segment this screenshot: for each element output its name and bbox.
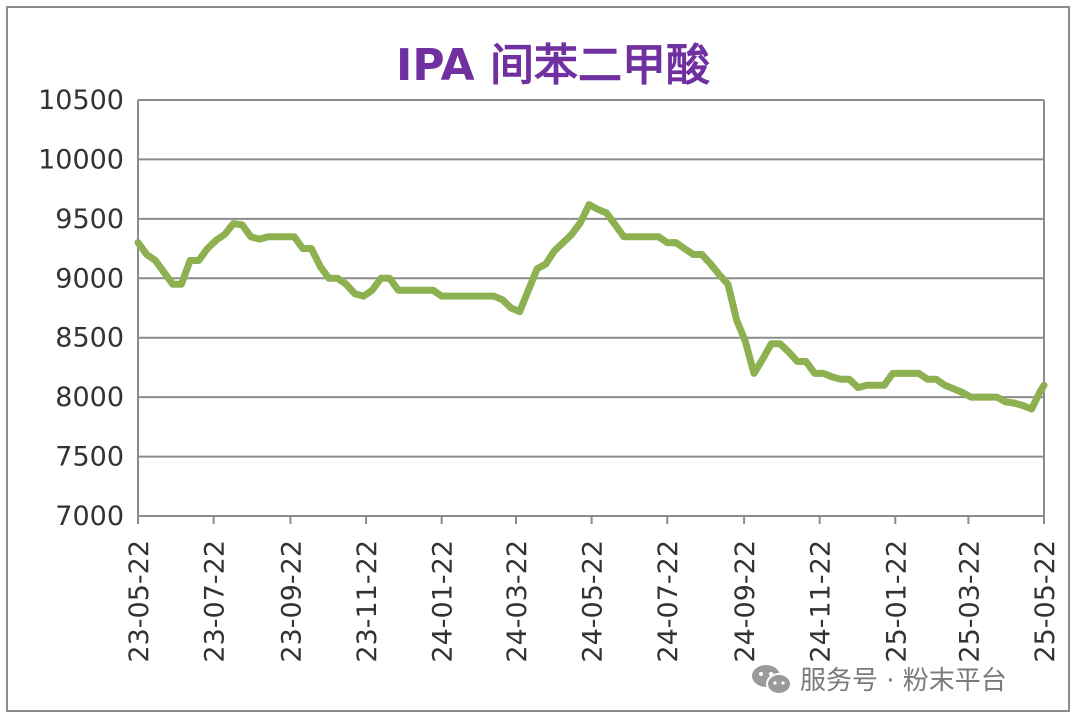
y-tick-label: 8500 [55, 323, 124, 354]
x-tick-label: 23-11-22 [352, 540, 383, 663]
x-tick-label: 23-07-22 [200, 540, 231, 663]
x-tick-label: 24-11-22 [806, 540, 837, 663]
y-tick-label: 7500 [55, 442, 124, 473]
x-tick-label: 24-01-22 [428, 540, 459, 663]
x-tick-label: 25-05-22 [1030, 540, 1061, 663]
wechat-icon [752, 665, 792, 695]
x-tick-label: 25-01-22 [881, 540, 912, 663]
x-tick-label: 24-05-22 [578, 540, 609, 663]
chart-title: IPA 间苯二甲酸 [396, 40, 711, 91]
y-tick-label: 8000 [55, 382, 124, 413]
x-tick-label: 24-07-22 [653, 540, 684, 663]
watermark-text: 服务号 · 粉末平台 [800, 666, 1007, 696]
x-tick-label: 23-09-22 [276, 540, 307, 663]
watermark: 服务号 · 粉末平台 [752, 665, 1007, 696]
y-tick-label: 7000 [55, 501, 124, 532]
x-tick-label: 24-03-22 [502, 540, 533, 663]
y-tick-label: 10500 [38, 85, 124, 116]
y-tick-label: 9500 [55, 204, 124, 235]
chart-frame [6, 6, 1070, 712]
y-tick-label: 10000 [38, 144, 124, 175]
x-tick-label: 25-03-22 [954, 540, 985, 663]
y-tick-label: 9000 [55, 263, 124, 294]
x-tick-label: 24-09-22 [730, 540, 761, 663]
x-tick-label: 23-05-22 [124, 540, 155, 663]
series-line [134, 201, 1048, 413]
